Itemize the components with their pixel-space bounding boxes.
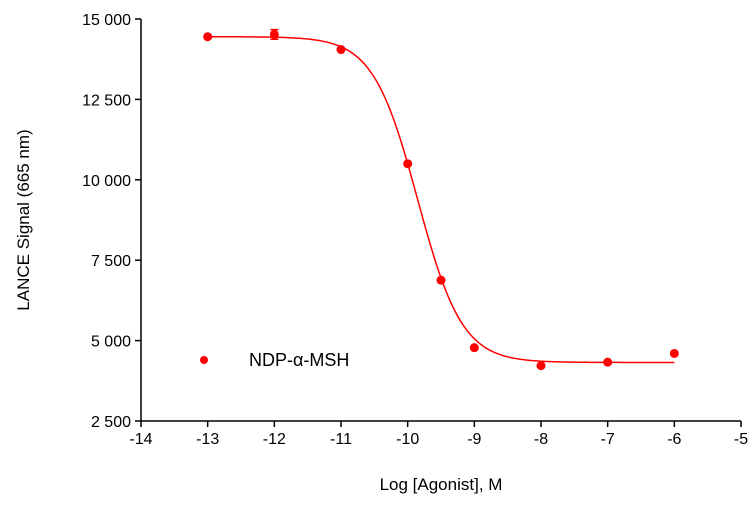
data-point — [269, 29, 279, 39]
data-point — [336, 45, 346, 55]
fit-layer — [207, 35, 675, 364]
y-tick-label: 5 000 — [91, 334, 131, 351]
legend-marker — [200, 356, 208, 364]
y-tick-label: 15 000 — [82, 12, 131, 29]
x-tick-label: -8 — [534, 431, 548, 448]
x-tick-label: -12 — [263, 431, 286, 448]
data-point — [403, 159, 413, 169]
y-tick-label: 2 500 — [91, 414, 131, 431]
x-tick-label: -7 — [601, 431, 615, 448]
legend-label: NDP-α-MSH — [249, 350, 349, 370]
x-tick-label: -10 — [396, 431, 419, 448]
x-tick-label: -13 — [196, 431, 219, 448]
y-ticks: 2 500 5 000 7 500 10 000 12 500 15 000 — [82, 12, 141, 431]
axes — [140, 19, 741, 422]
x-tick-label: -6 — [667, 431, 681, 448]
x-tick-label: -5 — [734, 431, 748, 448]
point-layer — [203, 29, 679, 371]
x-ticks: -14 -13 -12 -11 -10 -9 -8 -7 -6 -5 — [129, 421, 748, 448]
y-tick-label: 7 500 — [91, 253, 131, 270]
y-tick-label: 10 000 — [82, 173, 131, 190]
data-point — [469, 343, 479, 353]
data-point — [536, 361, 546, 371]
data-point — [436, 275, 446, 285]
data-point — [203, 32, 213, 42]
x-tick-label: -11 — [330, 431, 352, 448]
legend: NDP-α-MSH — [200, 350, 349, 370]
y-axis-title: LANCE Signal (665 nm) — [14, 129, 33, 310]
x-tick-label: -9 — [467, 431, 481, 448]
x-tick-label: -14 — [129, 431, 152, 448]
fit-curve — [207, 35, 675, 364]
data-point — [669, 348, 679, 358]
y-tick-label: 12 500 — [82, 92, 131, 109]
x-axis-title: Log [Agonist], M — [380, 475, 503, 494]
data-point — [603, 357, 613, 367]
